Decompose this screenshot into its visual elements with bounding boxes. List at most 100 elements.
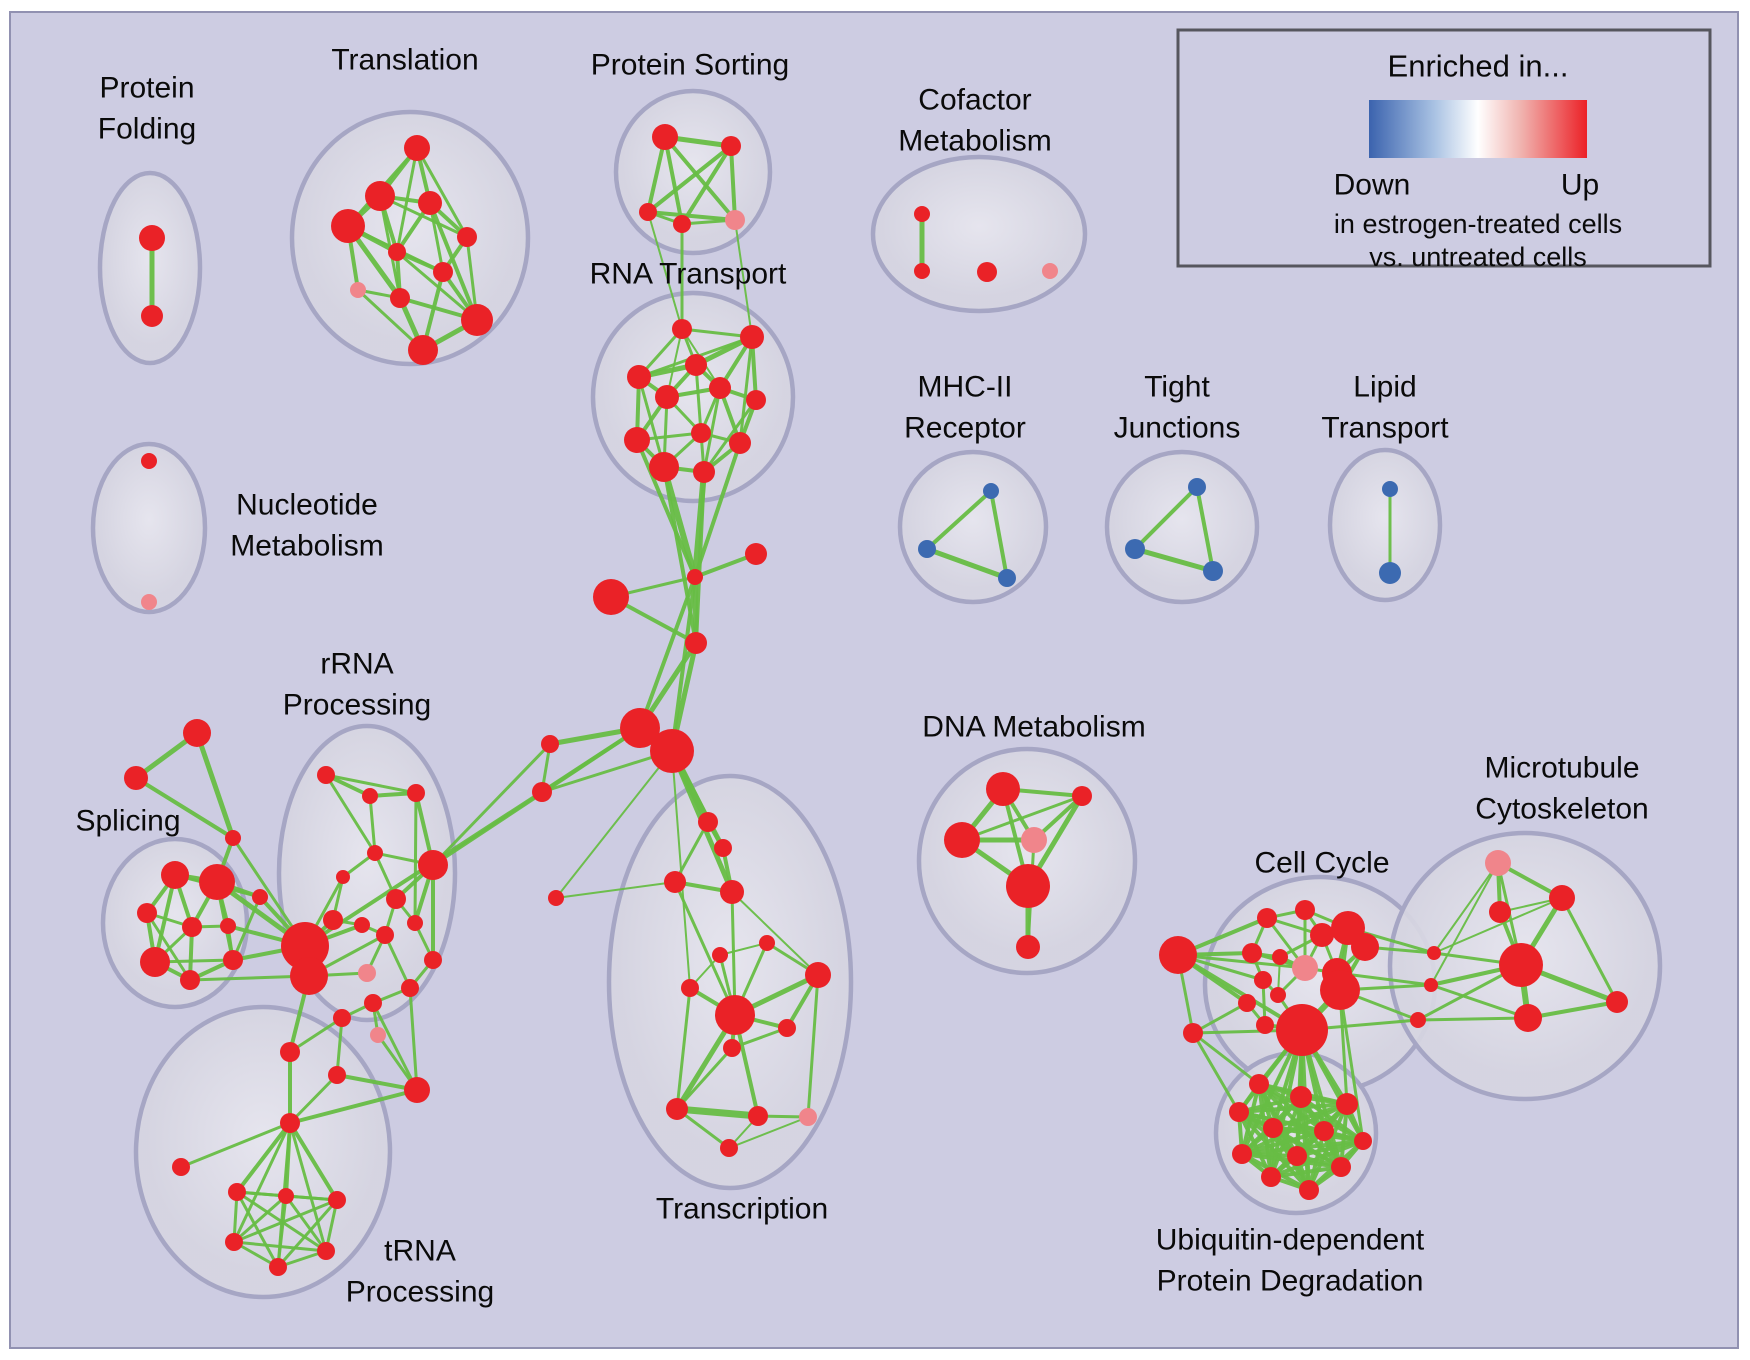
- network-node-CC14[interactable]: [1320, 970, 1360, 1010]
- network-node-TRj[interactable]: [778, 1019, 796, 1037]
- network-node-RR4[interactable]: [367, 845, 383, 861]
- network-edge[interactable]: [675, 1046, 734, 1111]
- network-edge[interactable]: [1132, 546, 1216, 574]
- network-node-RT3[interactable]: [685, 354, 707, 376]
- network-node-PS1[interactable]: [652, 124, 678, 150]
- network-node-C3[interactable]: [593, 579, 629, 615]
- network-node-RR9[interactable]: [354, 917, 370, 933]
- network-node-TJ1[interactable]: [1188, 478, 1206, 496]
- network-node-U4[interactable]: [1229, 1102, 1249, 1122]
- network-node-T2[interactable]: [365, 181, 395, 211]
- network-node-DM1[interactable]: [986, 772, 1020, 806]
- network-edge[interactable]: [428, 201, 479, 322]
- network-edge[interactable]: [288, 1088, 419, 1125]
- network-edge[interactable]: [1191, 1031, 1241, 1114]
- network-node-TRd[interactable]: [720, 880, 744, 904]
- network-node-TRl[interactable]: [666, 1098, 688, 1120]
- network-node-RT8[interactable]: [691, 423, 711, 443]
- network-edge[interactable]: [335, 1016, 344, 1077]
- network-node-CC15[interactable]: [1276, 1004, 1328, 1056]
- network-node-TRn[interactable]: [799, 1108, 817, 1126]
- network-edge[interactable]: [738, 335, 754, 445]
- network-node-U11[interactable]: [1261, 1167, 1281, 1187]
- network-node-X2[interactable]: [1424, 978, 1438, 992]
- network-node-U6[interactable]: [1314, 1121, 1334, 1141]
- network-node-RT1[interactable]: [672, 319, 692, 339]
- network-edge[interactable]: [663, 135, 684, 226]
- network-node-RT6[interactable]: [709, 377, 731, 399]
- network-edge[interactable]: [324, 773, 418, 795]
- network-edge[interactable]: [413, 791, 418, 925]
- network-node-CC3[interactable]: [1295, 900, 1315, 920]
- network-node-RR6[interactable]: [386, 889, 406, 909]
- network-node-RT4[interactable]: [627, 365, 651, 389]
- network-edge[interactable]: [284, 1194, 328, 1253]
- network-node-RR18[interactable]: [328, 1066, 346, 1084]
- network-node-X3[interactable]: [1410, 1012, 1426, 1028]
- network-node-T8[interactable]: [350, 282, 366, 298]
- network-edge[interactable]: [925, 489, 993, 551]
- network-node-CC11[interactable]: [1254, 971, 1272, 989]
- network-edge[interactable]: [232, 1121, 292, 1244]
- network-edge[interactable]: [232, 1198, 339, 1244]
- network-node-TRi[interactable]: [715, 995, 755, 1035]
- network-node-TRk[interactable]: [723, 1039, 741, 1057]
- network-node-SP1[interactable]: [161, 861, 189, 889]
- network-node-CC7[interactable]: [1242, 943, 1262, 963]
- network-edge[interactable]: [702, 398, 758, 474]
- network-node-S2[interactable]: [124, 766, 148, 790]
- network-edge[interactable]: [673, 1105, 762, 1120]
- network-node-RR10[interactable]: [376, 926, 394, 944]
- network-node-TRe[interactable]: [712, 947, 728, 963]
- network-edge[interactable]: [235, 1121, 292, 1194]
- network-node-RR3[interactable]: [407, 784, 425, 802]
- network-edge[interactable]: [1560, 896, 1619, 1004]
- network-edge[interactable]: [673, 820, 710, 884]
- network-node-TRo[interactable]: [720, 1139, 738, 1157]
- network-node-SP5[interactable]: [220, 918, 236, 934]
- network-node-CC16[interactable]: [1256, 1016, 1274, 1034]
- network-edge[interactable]: [368, 794, 377, 855]
- network-node-C6[interactable]: [650, 729, 694, 773]
- network-node-U12[interactable]: [1299, 1180, 1319, 1200]
- network-node-T11[interactable]: [408, 335, 438, 365]
- network-node-PS5[interactable]: [725, 210, 745, 230]
- network-node-RH1[interactable]: [281, 922, 329, 970]
- network-node-CC5[interactable]: [1310, 923, 1334, 947]
- network-node-RR15[interactable]: [364, 994, 382, 1012]
- network-edge[interactable]: [730, 890, 737, 1017]
- network-node-L1[interactable]: [541, 735, 559, 753]
- network-edge[interactable]: [235, 1190, 280, 1269]
- network-node-NM2[interactable]: [141, 594, 157, 610]
- network-edge[interactable]: [1176, 953, 1307, 970]
- network-node-M6[interactable]: [1606, 991, 1628, 1013]
- network-node-SP8[interactable]: [223, 950, 243, 970]
- network-node-PF1[interactable]: [139, 225, 165, 251]
- network-node-CM4[interactable]: [1042, 263, 1058, 279]
- network-edge[interactable]: [675, 986, 692, 1111]
- network-node-CC0[interactable]: [1159, 936, 1197, 974]
- network-node-SP4[interactable]: [182, 917, 202, 937]
- network-node-S1[interactable]: [183, 719, 211, 747]
- network-edge[interactable]: [134, 776, 235, 840]
- network-node-S3[interactable]: [225, 830, 241, 846]
- network-edge[interactable]: [1240, 1129, 1326, 1156]
- network-node-U2[interactable]: [1290, 1086, 1312, 1108]
- network-node-CM1[interactable]: [914, 206, 930, 222]
- network-node-U1[interactable]: [1249, 1074, 1269, 1094]
- network-edge[interactable]: [1416, 1016, 1530, 1022]
- network-node-C5[interactable]: [620, 708, 660, 748]
- network-edge[interactable]: [673, 880, 737, 1017]
- network-node-SP6[interactable]: [140, 947, 170, 977]
- network-node-TRf[interactable]: [759, 935, 775, 951]
- network-node-RT12[interactable]: [693, 461, 715, 483]
- network-node-TS[interactable]: [548, 890, 564, 906]
- network-edge[interactable]: [728, 1116, 809, 1149]
- network-node-M3[interactable]: [1489, 901, 1511, 923]
- network-edge[interactable]: [431, 742, 552, 867]
- network-node-TH[interactable]: [280, 1113, 300, 1133]
- network-edge[interactable]: [395, 250, 479, 322]
- network-node-RR12[interactable]: [407, 915, 423, 931]
- network-edge[interactable]: [1269, 1165, 1343, 1179]
- network-node-LT1[interactable]: [1382, 481, 1398, 497]
